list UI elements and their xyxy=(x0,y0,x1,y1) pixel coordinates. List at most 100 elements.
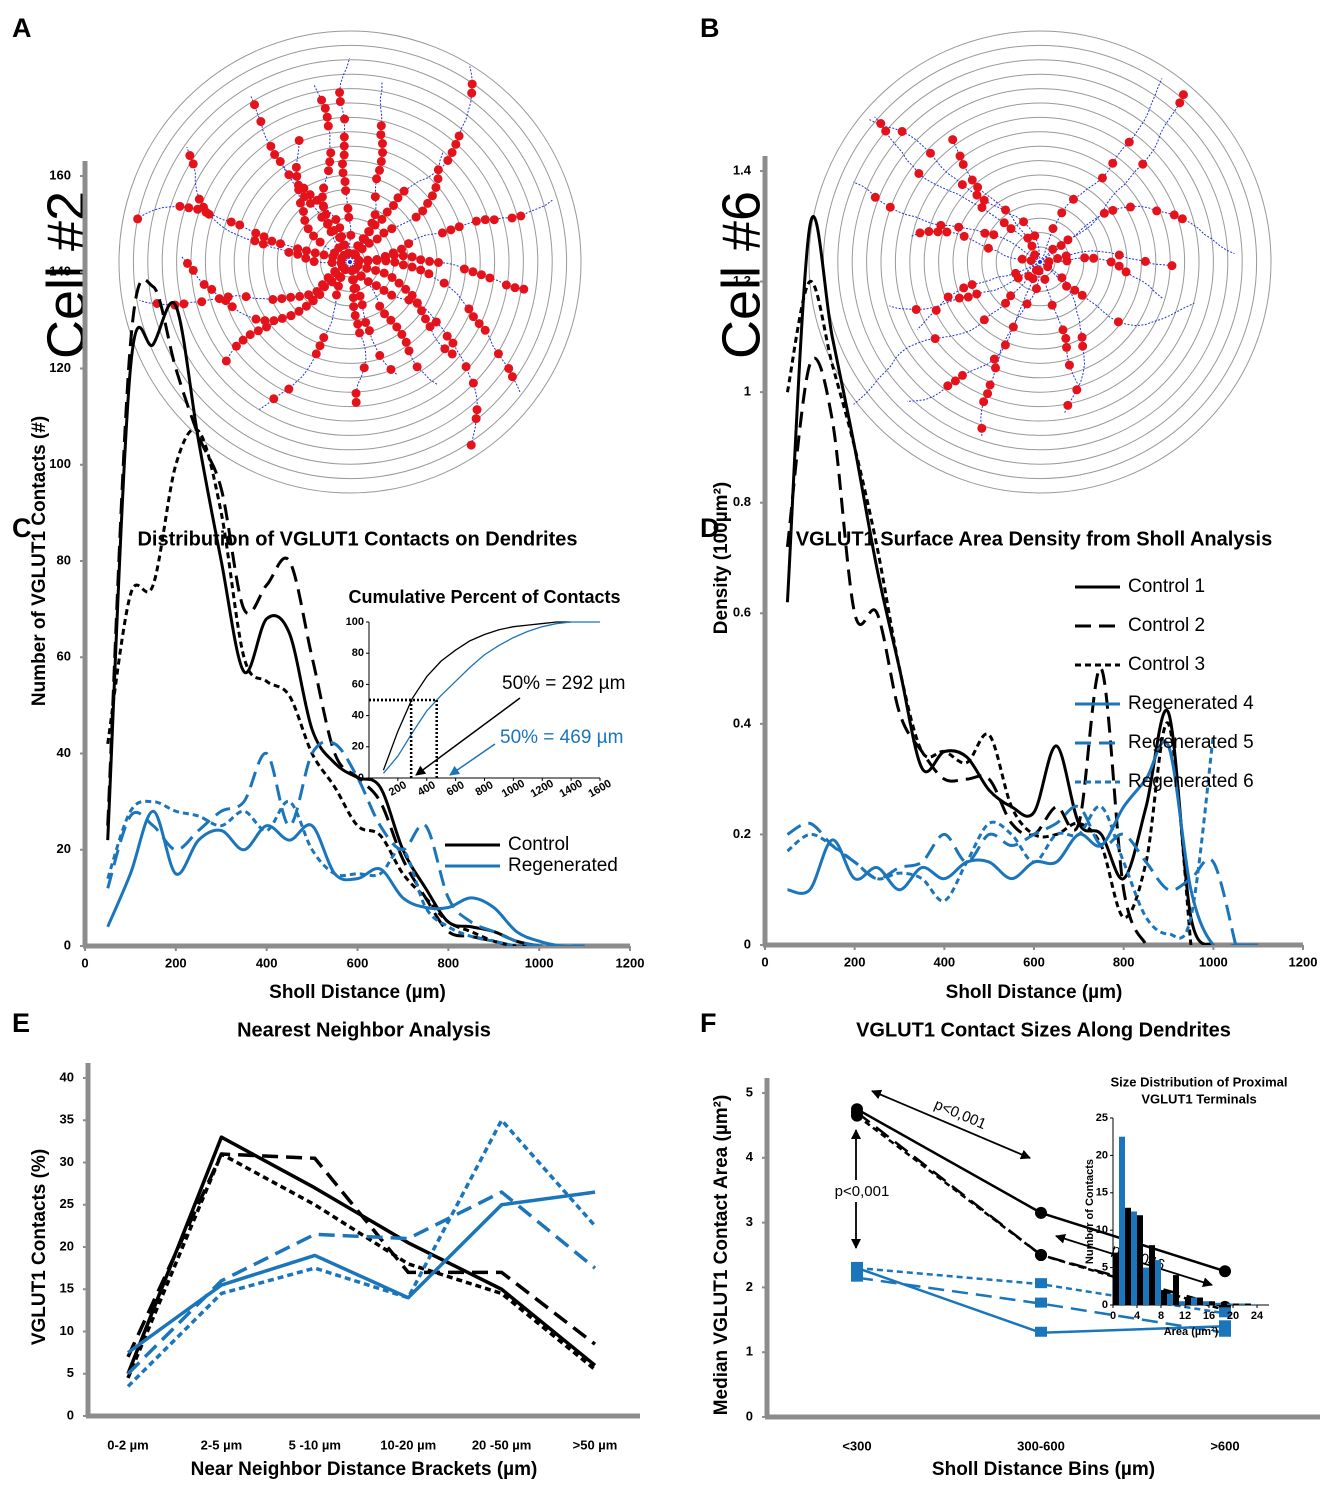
contact xyxy=(295,291,305,301)
contact xyxy=(516,211,526,221)
bar xyxy=(1209,1301,1215,1305)
inset-annotation: 50% = 292 µm xyxy=(502,673,625,694)
contact xyxy=(351,283,361,293)
contact xyxy=(309,257,319,267)
contact xyxy=(318,280,328,290)
contact xyxy=(1177,214,1187,224)
contact xyxy=(371,265,381,275)
contact xyxy=(972,289,982,299)
contact xyxy=(459,264,469,274)
data-line xyxy=(106,301,540,946)
y-tick-label: 0.6 xyxy=(733,605,751,620)
contact xyxy=(1077,290,1087,300)
contact xyxy=(343,203,353,213)
contact xyxy=(454,131,464,141)
data-line xyxy=(785,356,1148,945)
y-tick-label: 40 xyxy=(352,710,364,722)
contact xyxy=(1108,158,1118,168)
y-tick-label: 25 xyxy=(1096,1112,1108,1124)
x-tick-label: 600 xyxy=(347,955,369,970)
contact xyxy=(300,215,310,225)
contact xyxy=(401,284,411,294)
dendrite xyxy=(907,261,1041,402)
contact xyxy=(231,341,241,351)
y-tick-label: 140 xyxy=(49,264,71,279)
contact xyxy=(331,268,341,278)
contact xyxy=(207,284,217,294)
data-line xyxy=(787,740,1259,945)
data-point xyxy=(1219,1320,1231,1331)
contact xyxy=(340,114,350,124)
contact xyxy=(315,237,325,247)
y-tick-label: 0.2 xyxy=(733,826,751,841)
contact xyxy=(362,263,372,273)
contact xyxy=(188,159,198,169)
contact xyxy=(924,227,934,237)
contact xyxy=(1048,244,1058,254)
contact xyxy=(467,79,477,89)
contact xyxy=(376,156,386,166)
y-tick-label: 40 xyxy=(57,745,71,760)
contact xyxy=(301,246,311,256)
x-tick-label: 0-2 µm xyxy=(107,1437,148,1452)
contact xyxy=(412,298,422,308)
dendrite xyxy=(137,205,351,263)
y-tick-label: 1.4 xyxy=(733,162,752,177)
contact xyxy=(510,283,520,293)
contact xyxy=(437,228,447,238)
contact xyxy=(335,88,345,98)
y-tick-label: 0 xyxy=(64,937,71,952)
contact xyxy=(963,292,973,302)
x-tick-label: 10-20 µm xyxy=(380,1437,436,1452)
contact xyxy=(258,239,268,249)
dendrite xyxy=(874,116,1041,263)
legend-label: Regenerated 4 xyxy=(1128,693,1254,714)
bar xyxy=(1179,1301,1185,1305)
contact xyxy=(363,256,373,266)
contact xyxy=(471,414,481,424)
legend-label: Regenerated 6 xyxy=(1128,771,1254,792)
contact xyxy=(382,207,392,217)
chart-title: VGLUT1 Terminals xyxy=(1141,1091,1256,1106)
contact xyxy=(501,280,511,290)
data-line xyxy=(106,740,585,946)
contact xyxy=(308,296,318,306)
y-tick-label: 1.2 xyxy=(733,273,751,288)
contact xyxy=(425,256,435,266)
contact xyxy=(377,214,387,224)
contact xyxy=(256,117,266,127)
contact xyxy=(292,171,302,181)
y-axis-label: Median VGLUT1 Contact Area (µm²) xyxy=(711,1095,732,1416)
sholl-ring xyxy=(981,203,1099,321)
x-tick-label: >600 xyxy=(1210,1438,1239,1453)
contact xyxy=(268,294,278,304)
contact xyxy=(348,275,358,285)
contact xyxy=(440,344,450,354)
contact xyxy=(957,370,967,380)
contact xyxy=(443,155,453,165)
contact xyxy=(954,293,964,303)
contact xyxy=(269,394,279,404)
contact xyxy=(277,313,287,323)
contact xyxy=(284,384,294,394)
bar xyxy=(1191,1297,1197,1305)
contact xyxy=(329,225,339,235)
arrow xyxy=(871,1089,1031,1160)
x-axis-label: Sholl Distance (µm) xyxy=(946,982,1123,1003)
y-tick-label: 3 xyxy=(746,1214,753,1229)
chart-title: Cumulative Percent of Contacts xyxy=(348,587,620,607)
bar xyxy=(1149,1245,1155,1305)
contact xyxy=(950,376,960,386)
x-tick-label: 0 xyxy=(81,955,88,970)
contact xyxy=(1024,271,1034,281)
x-tick-label: 1000 xyxy=(1199,954,1228,969)
contact xyxy=(1063,235,1073,245)
contact xyxy=(1043,262,1053,272)
contact xyxy=(991,363,1001,373)
contact xyxy=(954,222,964,232)
y-axis-label: Density (100µm²) xyxy=(711,482,732,634)
x-axis-label: Sholl Distance (µm) xyxy=(269,982,446,1003)
contact xyxy=(175,201,185,211)
contact xyxy=(325,157,335,167)
contact xyxy=(294,306,304,316)
